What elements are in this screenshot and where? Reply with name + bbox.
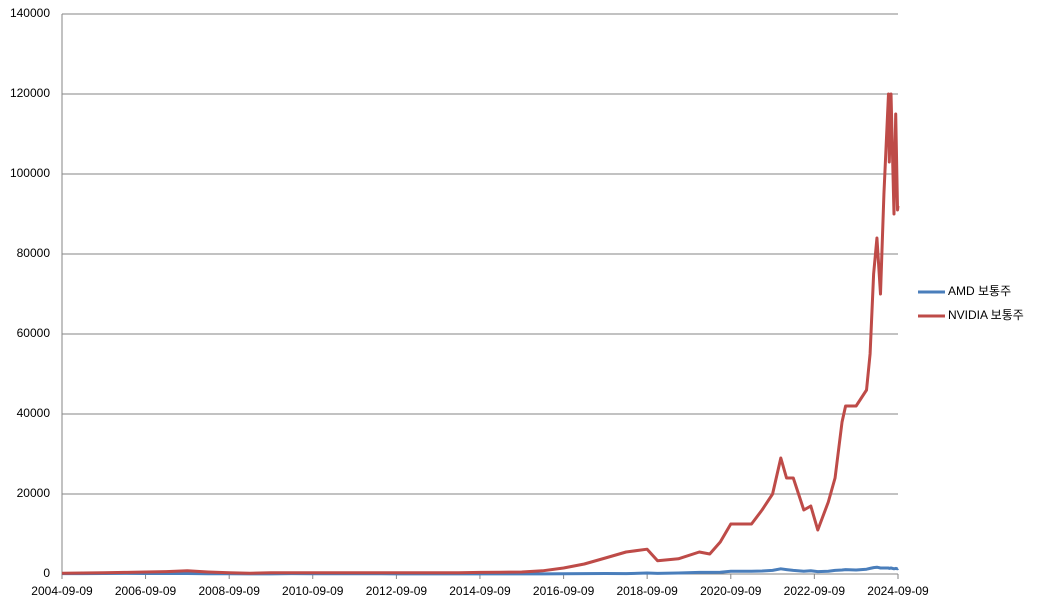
y-tick-label: 100000 [10, 166, 50, 180]
series-line [61, 92, 900, 575]
x-tick-label: 2010-09-09 [282, 584, 344, 598]
y-tick-label: 120000 [10, 86, 50, 100]
y-tick-label: 0 [43, 566, 50, 580]
x-tick-label: 2024-09-09 [867, 584, 929, 598]
x-tick-label: 2016-09-09 [533, 584, 595, 598]
y-tick-label: 140000 [10, 6, 50, 20]
x-tick-label: 2020-09-09 [700, 584, 762, 598]
x-tick-label: 2018-09-09 [616, 584, 678, 598]
y-tick-label: 40000 [17, 406, 51, 420]
y-tick-label: 80000 [17, 246, 51, 260]
x-tick-label: 2006-09-09 [115, 584, 177, 598]
x-tick-label: 2022-09-09 [784, 584, 846, 598]
legend-label: AMD 보통주 [948, 284, 1011, 298]
x-tick-label: 2008-09-09 [199, 584, 261, 598]
x-tick-label: 2014-09-09 [449, 584, 511, 598]
y-tick-label: 20000 [17, 486, 51, 500]
x-tick-label: 2004-09-09 [31, 584, 93, 598]
x-tick-label: 2012-09-09 [366, 584, 428, 598]
legend-label: NVIDIA 보통주 [948, 308, 1024, 322]
y-tick-label: 60000 [17, 326, 51, 340]
